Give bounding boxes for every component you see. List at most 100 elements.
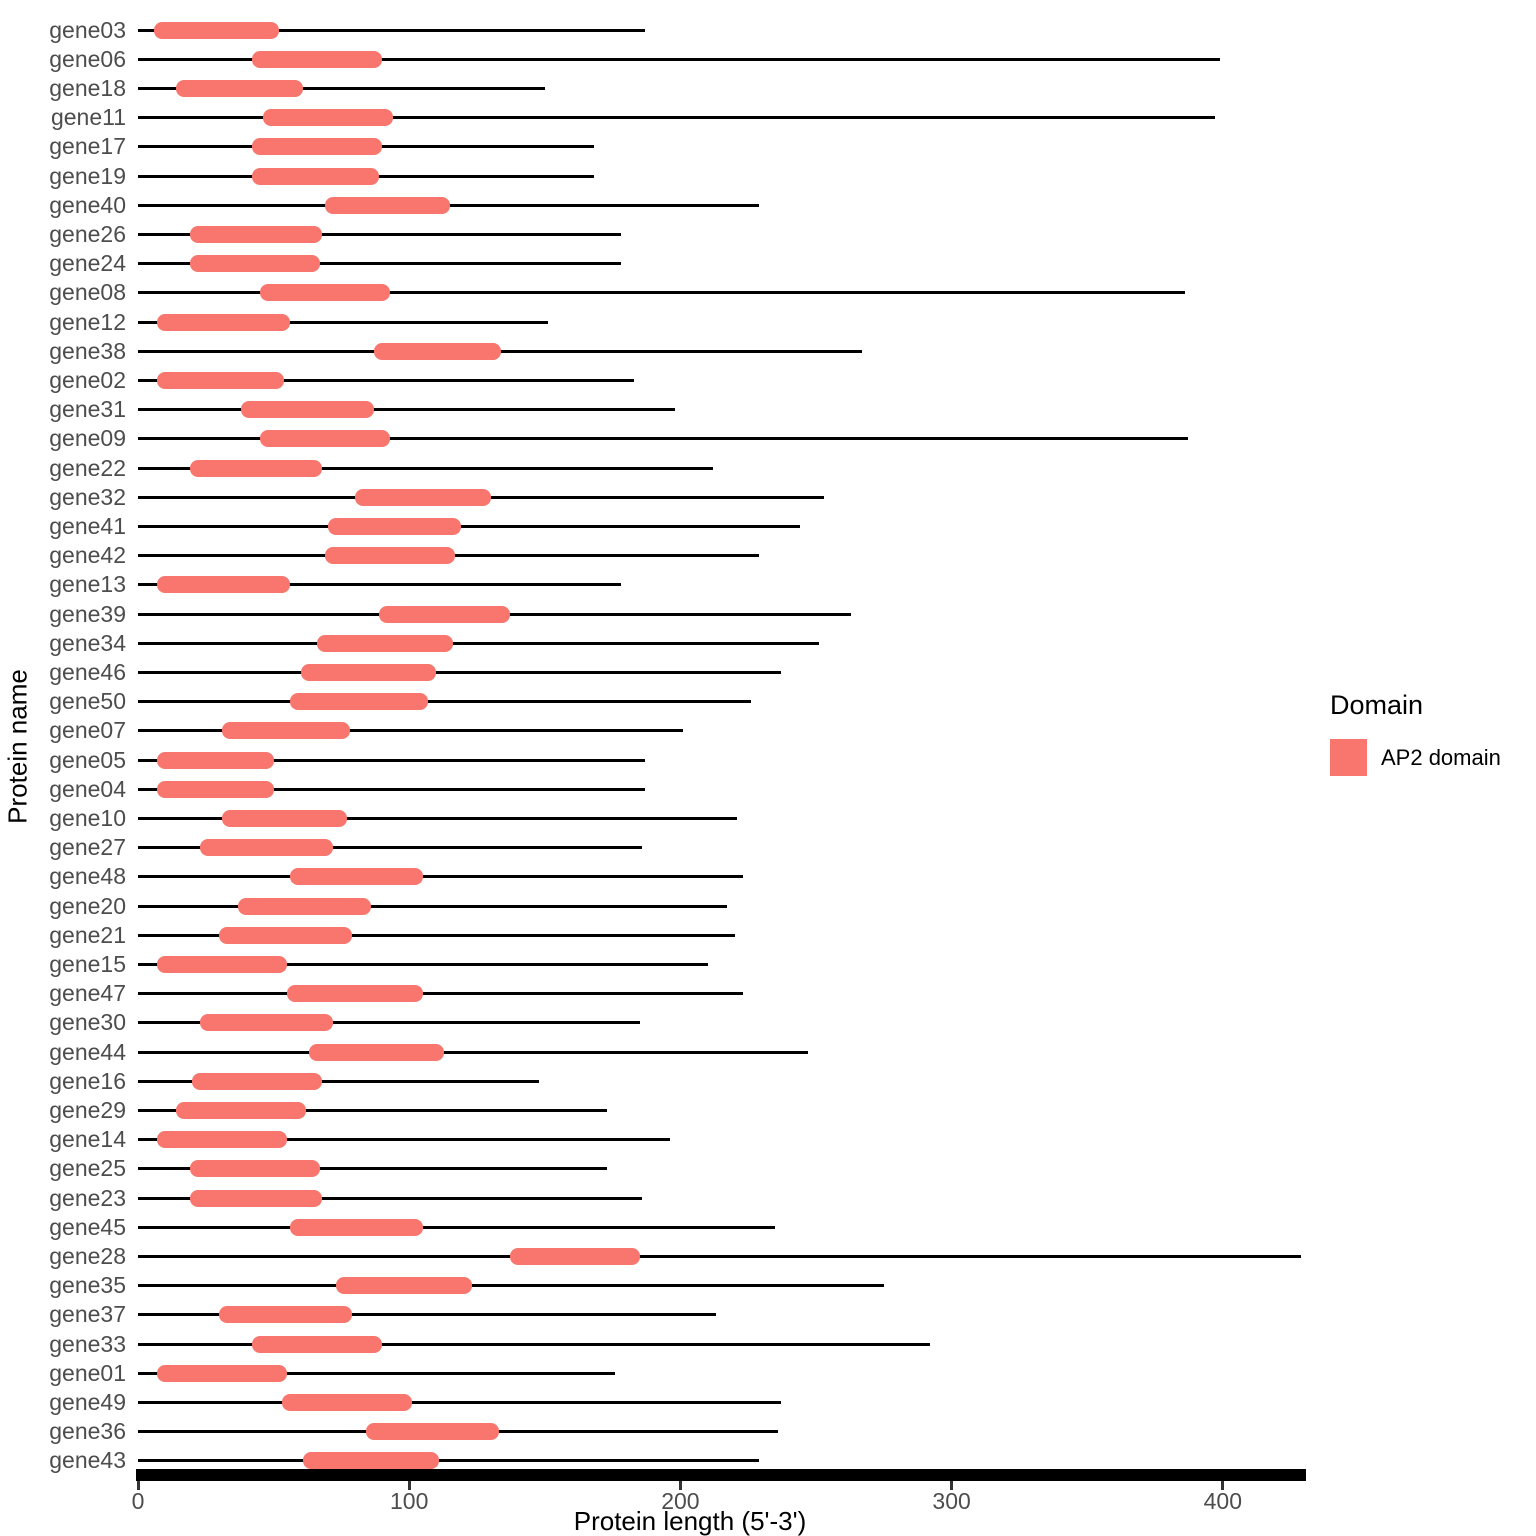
x-axis-title: Protein length (5'-3') — [573, 1506, 807, 1536]
domain-bar — [156, 1131, 288, 1149]
domain-bar — [251, 50, 383, 68]
protein-line — [138, 641, 819, 645]
domain-bar — [156, 780, 274, 798]
gene-label: gene43 — [49, 1447, 126, 1474]
legend: Domain AP2 domain — [1330, 690, 1530, 776]
protein-line — [138, 28, 646, 32]
gene-label: gene11 — [50, 104, 126, 131]
domain-bar — [335, 1277, 472, 1295]
protein-line — [138, 1400, 781, 1404]
gene-label: gene08 — [49, 279, 126, 306]
legend-title: Domain — [1330, 690, 1424, 720]
gene-label: gene28 — [49, 1242, 126, 1269]
gene-label: gene41 — [49, 512, 126, 539]
gene-label: gene35 — [49, 1272, 126, 1299]
gene-label: gene14 — [49, 1126, 126, 1153]
domain-bar — [251, 167, 380, 185]
gene-label: gene25 — [49, 1155, 126, 1182]
protein-line — [138, 787, 646, 791]
protein-line — [138, 1254, 1302, 1258]
gene-label: gene45 — [49, 1213, 126, 1240]
protein-line — [138, 1108, 608, 1112]
gene-label: gene16 — [49, 1067, 126, 1094]
protein-line — [138, 1342, 930, 1346]
domain-bar — [373, 342, 502, 360]
protein-line — [138, 933, 735, 937]
domain-bar — [219, 926, 353, 944]
protein-line — [138, 378, 635, 382]
protein-line — [138, 466, 713, 470]
protein-line — [138, 1167, 608, 1171]
gene-label: gene50 — [49, 688, 126, 715]
domain-bar — [189, 1189, 323, 1207]
gene-label: gene03 — [49, 16, 126, 43]
domain-bar — [222, 722, 350, 740]
domain-bar — [189, 1160, 320, 1178]
gene-label: gene20 — [49, 892, 126, 919]
protein-line — [138, 1050, 808, 1054]
protein-line — [138, 437, 1188, 441]
protein-line — [138, 992, 743, 996]
domain-bar — [289, 868, 423, 886]
y-axis-title: Protein name — [2, 669, 33, 824]
domain-bar — [175, 1101, 307, 1119]
protein-line — [138, 86, 545, 90]
gene-label: gene40 — [49, 191, 126, 218]
x-tick-label: 100 — [390, 1488, 429, 1514]
gene-label: gene09 — [49, 425, 126, 452]
protein-line — [138, 524, 800, 528]
gene-label: gene15 — [49, 950, 126, 977]
gene-label: gene48 — [49, 863, 126, 890]
gene-label: gene30 — [49, 1009, 126, 1036]
gene-label: gene47 — [49, 980, 126, 1007]
gene-label: gene02 — [49, 366, 126, 393]
x-tick — [1221, 1481, 1225, 1490]
gene-label: gene06 — [49, 45, 126, 72]
x-tick — [678, 1481, 682, 1490]
protein-line — [138, 846, 643, 850]
protein-line — [138, 816, 738, 820]
protein-line — [138, 1021, 640, 1025]
domain-bar — [260, 284, 391, 302]
domain-bar — [156, 313, 290, 331]
x-tick-label: 400 — [1203, 1488, 1242, 1514]
protein-line — [138, 1459, 760, 1463]
domain-bar — [325, 547, 456, 565]
protein-line — [138, 320, 548, 324]
domain-bar — [251, 1335, 383, 1353]
gene-label: gene17 — [49, 133, 126, 160]
domain-bar — [260, 430, 391, 448]
x-tick-label: 0 — [131, 1488, 145, 1514]
protein-line — [138, 1313, 716, 1317]
domain-bar — [241, 401, 374, 419]
x-axis-line — [136, 1469, 1307, 1481]
legend-swatch-ap2-domain — [1330, 739, 1367, 776]
gene-label: gene04 — [49, 775, 126, 802]
gene-label: gene19 — [49, 162, 126, 189]
domain-bar — [154, 21, 280, 39]
gene-label: gene46 — [49, 658, 126, 685]
domain-bar — [303, 1452, 440, 1470]
gene-label: gene34 — [49, 629, 126, 656]
protein-line — [138, 962, 708, 966]
protein-line — [138, 758, 646, 762]
domain-bar — [200, 839, 334, 857]
gene-label: gene31 — [49, 396, 126, 423]
domain-bar — [262, 109, 393, 127]
domain-bar — [365, 1423, 499, 1441]
protein-line — [138, 1284, 884, 1288]
legend-entry-label: AP2 domain — [1381, 744, 1501, 770]
domain-bar — [379, 605, 510, 623]
gene-label: gene33 — [49, 1330, 126, 1357]
domain-bar — [238, 897, 372, 915]
domain-bar — [316, 634, 453, 652]
gene-label: gene37 — [49, 1301, 126, 1328]
gene-label: gene05 — [49, 746, 126, 773]
gene-label: gene21 — [49, 921, 126, 948]
gene-label: gene12 — [49, 308, 126, 335]
protein-line — [138, 904, 727, 908]
gene-label: gene36 — [49, 1418, 126, 1445]
gene-label: gene44 — [49, 1038, 126, 1065]
domain-bar — [189, 459, 323, 477]
